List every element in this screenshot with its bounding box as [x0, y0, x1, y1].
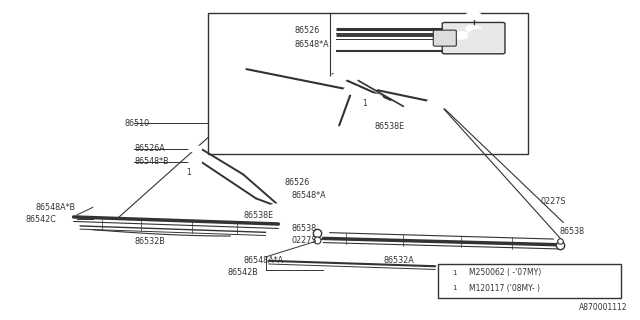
Text: 86542C: 86542C	[26, 215, 56, 224]
Text: M120117 ('08MY- ): M120117 ('08MY- )	[469, 284, 540, 293]
Circle shape	[453, 31, 468, 39]
Text: 86548A*B: 86548A*B	[35, 204, 76, 212]
Circle shape	[445, 284, 464, 293]
Text: 86538E: 86538E	[374, 122, 404, 131]
FancyBboxPatch shape	[442, 22, 505, 54]
Text: 1: 1	[186, 168, 191, 177]
Circle shape	[427, 97, 450, 109]
Circle shape	[355, 98, 375, 108]
Text: 86526A: 86526A	[134, 144, 165, 153]
Bar	[208, 13, 528, 154]
Text: 86538: 86538	[560, 228, 585, 236]
Circle shape	[267, 204, 290, 215]
Text: 86526: 86526	[285, 178, 310, 187]
Text: 86548*A: 86548*A	[294, 40, 329, 49]
Circle shape	[189, 146, 202, 152]
Circle shape	[331, 73, 348, 82]
Text: 0227S: 0227S	[291, 236, 317, 245]
Text: 86510: 86510	[125, 119, 150, 128]
Bar	[438, 264, 621, 298]
Text: 86526: 86526	[294, 26, 319, 35]
Circle shape	[468, 29, 492, 41]
Text: 86548*B: 86548*B	[134, 157, 169, 166]
Text: 86538E: 86538E	[243, 212, 273, 220]
Text: 86538: 86538	[291, 224, 316, 233]
Circle shape	[189, 158, 202, 165]
Text: 86532B: 86532B	[134, 237, 165, 246]
Circle shape	[366, 94, 383, 102]
Text: A870001112: A870001112	[579, 303, 627, 312]
FancyBboxPatch shape	[433, 30, 456, 46]
Circle shape	[466, 25, 481, 33]
Text: 1: 1	[452, 285, 457, 291]
Text: 1: 1	[362, 99, 367, 108]
Text: 86548*A: 86548*A	[291, 191, 326, 200]
Text: M250062 ( -'07MY): M250062 ( -'07MY)	[469, 268, 541, 277]
Circle shape	[445, 268, 464, 278]
Circle shape	[344, 86, 360, 94]
Circle shape	[466, 12, 481, 20]
Text: 86548A*A: 86548A*A	[243, 256, 284, 265]
Circle shape	[484, 44, 495, 49]
Text: 1: 1	[452, 270, 457, 276]
Text: 86532A: 86532A	[384, 256, 415, 265]
Circle shape	[179, 168, 199, 178]
Text: 0227S: 0227S	[541, 197, 566, 206]
Text: 86542B: 86542B	[227, 268, 258, 277]
